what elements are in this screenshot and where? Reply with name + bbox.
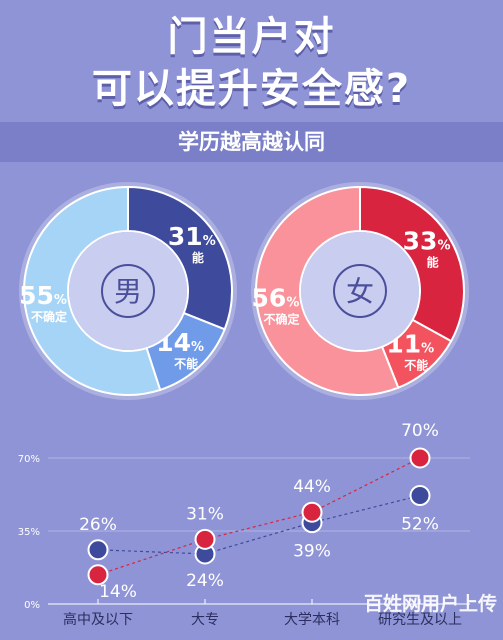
slice-value: 33% <box>403 226 451 255</box>
series-line <box>97 457 421 576</box>
title-line-1: 门当户对 <box>167 14 336 60</box>
subtitle-banner: 学历越高越认同 <box>0 122 503 162</box>
data-label: 70% <box>401 421 439 441</box>
center-ring <box>333 264 387 318</box>
data-point <box>87 564 109 586</box>
x-tick-label: 大专 <box>191 612 219 628</box>
series-line <box>97 494 421 555</box>
data-point <box>87 539 109 561</box>
slice-label: 不确定 <box>31 309 67 324</box>
title-line-2: 可以提升安全感? <box>91 66 412 112</box>
watermark: 百姓网用户上传 <box>363 593 497 615</box>
center-ring <box>101 264 155 318</box>
slice-label: 能 <box>427 254 439 269</box>
slice-value: 56% <box>252 283 300 312</box>
data-label: 31% <box>186 504 224 524</box>
donut-slice <box>359 185 465 343</box>
slice-unit: % <box>437 238 450 253</box>
x-tick-label: 高中及以下 <box>63 611 133 628</box>
donut-hole <box>69 232 187 350</box>
slice-unit: % <box>54 293 67 308</box>
data-label: 52% <box>401 515 439 535</box>
slice-label: 不确定 <box>263 311 299 326</box>
center-label: 男 <box>114 275 142 308</box>
slice-unit: % <box>203 234 216 249</box>
slice-unit: % <box>191 340 204 355</box>
data-label: 39% <box>293 542 331 562</box>
data-point <box>301 501 323 523</box>
x-tick-label: 大学本科 <box>284 612 340 628</box>
donut-hole <box>301 232 419 350</box>
donut-slice <box>127 185 233 331</box>
slice-label: 不能 <box>404 358 428 373</box>
data-point <box>409 447 431 469</box>
data-point <box>409 485 431 507</box>
slice-label: 不能 <box>174 356 198 371</box>
slice-unit: % <box>286 295 299 310</box>
donut-slice <box>255 185 400 396</box>
center-label: 女 <box>346 275 374 308</box>
y-tick-label: 35% <box>18 527 40 538</box>
data-label: 26% <box>79 515 117 535</box>
slice-label: 能 <box>192 250 204 265</box>
y-tick-label: 0% <box>24 600 40 611</box>
donut-slice <box>23 185 162 396</box>
data-label: 24% <box>186 571 224 591</box>
data-label: 14% <box>99 582 137 602</box>
data-label: 44% <box>293 477 331 497</box>
y-tick-label: 70% <box>18 454 40 465</box>
data-point <box>194 528 216 550</box>
slice-unit: % <box>421 342 434 357</box>
x-tick-label: 研究生及以上 <box>378 612 462 628</box>
